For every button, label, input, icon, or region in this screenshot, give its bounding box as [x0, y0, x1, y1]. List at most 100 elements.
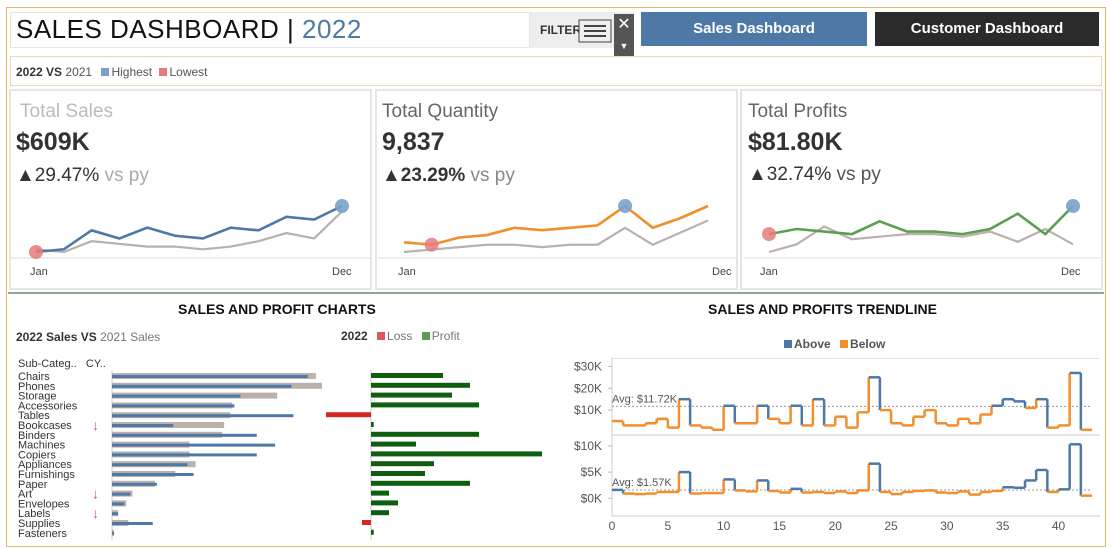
- current-year-bar: [112, 384, 292, 388]
- trend-legend: Above Below: [784, 337, 885, 351]
- sales-profit-charts-title: SALES AND PROFIT CHARTS: [178, 301, 376, 317]
- profit-bar: [371, 471, 425, 476]
- year-legend: 2022 VS 2021 Highest Lowest: [16, 65, 208, 79]
- loss-swatch: [377, 332, 386, 340]
- subcategory-label: Copiers: [18, 449, 56, 461]
- axis-start-label: Jan: [398, 266, 416, 278]
- current-year-bar: [112, 394, 241, 398]
- dashboard-frame: [6, 7, 1106, 547]
- down-arrow-icon: ↓: [92, 417, 99, 433]
- profit-swatch: [421, 332, 430, 340]
- axis-end-label: Dec: [712, 266, 732, 278]
- above-swatch: [784, 340, 792, 348]
- x-tick-label: 35: [996, 519, 1010, 533]
- current-year-bar: [112, 531, 115, 535]
- kpi-change: ▲23.29% vs py: [382, 165, 515, 186]
- highest-swatch: [101, 68, 110, 76]
- column-header: Sub-Categ.. CY..: [18, 358, 106, 370]
- profit-bar: [371, 441, 416, 447]
- page-title: SALES DASHBOARD | 2022: [16, 14, 362, 45]
- sparkline-quantity: [378, 199, 736, 259]
- profit-loss-legend: 2022 Loss Profit: [341, 329, 460, 343]
- subcategory-label: Binders: [18, 430, 56, 442]
- current-year-bar: [112, 512, 119, 516]
- profit-bar: [362, 520, 371, 525]
- subcategory-label: Furnishings: [18, 469, 75, 481]
- trendline-chart: $10K $20K $30K Avg: $11.72K $0K $5K $10K Avg: $…: [574, 358, 1100, 533]
- filter-label: FILTER: [540, 23, 582, 37]
- filter-list-icon[interactable]: [578, 18, 612, 44]
- profit-bar: [371, 510, 389, 516]
- profit-bar: [371, 500, 398, 506]
- kpi-title: Total Profits: [748, 101, 848, 122]
- x-tick-label: 15: [773, 519, 787, 533]
- y-tick-label: $10K: [574, 439, 602, 453]
- profit-bar: [371, 451, 542, 457]
- subcategory-label: Supplies: [18, 518, 61, 530]
- current-year-bar: [112, 443, 276, 447]
- close-icon[interactable]: ✕: [614, 14, 634, 36]
- y-tick-label: $0K: [581, 491, 602, 505]
- lowest-swatch: [159, 68, 168, 76]
- chevron-down-icon[interactable]: ▼: [614, 36, 634, 56]
- subcategory-label: Appliances: [18, 459, 72, 471]
- x-tick-label: 10: [717, 519, 731, 533]
- current-year-bar: [112, 404, 235, 408]
- x-tick-label: 25: [884, 519, 898, 533]
- customer-dashboard-button[interactable]: Customer Dashboard: [875, 12, 1099, 46]
- kpi-card-profits[interactable]: [740, 89, 1103, 290]
- subcategory-label: Labels: [18, 508, 51, 520]
- current-year-line: [403, 204, 709, 247]
- x-tick-label: 40: [1052, 519, 1066, 533]
- subcategory-label: Paper: [18, 479, 48, 491]
- kpi-card-quantity[interactable]: [375, 89, 738, 290]
- legend-strip: [10, 56, 1102, 86]
- kpi-card-sales[interactable]: [9, 89, 372, 290]
- subcategory-label: Bookcases: [18, 420, 72, 432]
- title-bar: [10, 12, 530, 48]
- current-year-bar: [112, 453, 257, 457]
- lowest-point-marker: [424, 237, 439, 252]
- profit-bar: [371, 480, 470, 486]
- axis-start-label: Jan: [30, 266, 48, 278]
- previous-year-line: [35, 210, 343, 254]
- trendline-title: SALES AND PROFITS TRENDLINE: [708, 301, 937, 317]
- current-year-bar: [112, 473, 194, 476]
- current-year-bar: [112, 522, 153, 525]
- current-year-bar: [112, 414, 294, 418]
- down-arrow-icon: ↓: [92, 505, 99, 521]
- subcategory-label: Art: [18, 489, 32, 501]
- subcategory-label: Chairs: [18, 371, 50, 383]
- kpi-title: Total Quantity: [382, 101, 499, 122]
- highest-point-marker: [618, 199, 633, 213]
- legend-previous-year: 2021: [65, 65, 93, 79]
- kpi-value: $609K: [16, 128, 90, 156]
- average-label: Avg: $1.57K: [612, 477, 672, 489]
- current-year-bar: [112, 492, 131, 496]
- title-separator: |: [286, 14, 295, 44]
- lowest-point-marker: [762, 227, 776, 242]
- current-year-bar: [112, 433, 257, 437]
- y-tick-label: $20K: [574, 381, 602, 395]
- x-tick-label: 0: [609, 519, 616, 533]
- subcategory-label: Phones: [18, 381, 56, 393]
- subcategory-label: Tables: [18, 410, 50, 422]
- profit-bar: [371, 529, 374, 535]
- kpi-value: 9,837: [382, 128, 445, 156]
- subcategory-label: Fasteners: [18, 528, 67, 540]
- x-tick-label: 5: [664, 519, 671, 533]
- y-tick-label: $10K: [574, 403, 602, 417]
- profit-bar: [371, 382, 470, 388]
- y-tick-label: $5K: [581, 465, 602, 479]
- highest-point-marker: [1066, 199, 1080, 213]
- kpi-title: Total Sales: [20, 101, 113, 122]
- kpi-change: ▲32.74% vs py: [748, 164, 881, 185]
- subcategory-bar-chart: ChairsPhonesStorageAccessoriesTablesBook…: [18, 370, 542, 540]
- kpi-change: ▲29.47% vs py: [16, 165, 149, 186]
- x-tick-label: 30: [940, 519, 954, 533]
- down-arrow-icon: ↓: [92, 486, 99, 502]
- sales-dashboard-button[interactable]: Sales Dashboard: [641, 12, 867, 46]
- profit-bar: [371, 402, 479, 408]
- profit-bar: [371, 373, 443, 378]
- legend-highest: Highest: [111, 65, 153, 79]
